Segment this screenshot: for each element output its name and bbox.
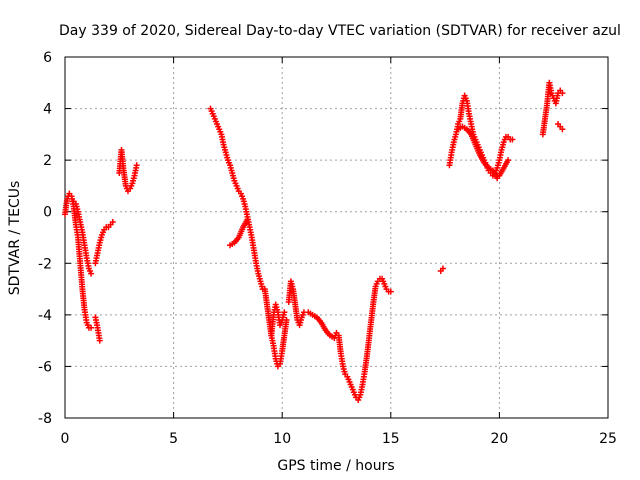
y-tick-label: -6: [38, 359, 52, 375]
data-point: [387, 288, 394, 295]
y-tick-label: 0: [43, 205, 52, 221]
chart-title: Day 339 of 2020, Sidereal Day-to-day VTE…: [59, 23, 621, 39]
x-tick-label: 15: [382, 431, 400, 447]
data-point: [559, 126, 566, 133]
data-point: [509, 136, 516, 143]
y-tick-label: 2: [43, 153, 52, 169]
x-axis-label: GPS time / hours: [277, 458, 394, 474]
axis-ticks: 0 5 10 15 20 25 -8 -6 -4 -2 0 2 4 6: [38, 50, 617, 447]
data-point: [109, 219, 116, 226]
data-point: [505, 157, 512, 164]
x-tick-label: 25: [599, 431, 617, 447]
data-point: [133, 162, 140, 169]
data-point: [88, 324, 95, 331]
plot-frame: [64, 56, 609, 419]
y-tick-label: -8: [38, 411, 52, 427]
grid: [65, 57, 608, 418]
data-point: [559, 90, 566, 97]
x-tick-label: 20: [490, 431, 508, 447]
data-point: [281, 309, 288, 316]
y-tick-label: 6: [43, 50, 52, 66]
data-series: [62, 79, 566, 403]
data-point: [88, 270, 95, 277]
data-point: [96, 337, 103, 344]
data-point: [439, 265, 446, 272]
y-tick-label: 4: [43, 102, 52, 118]
x-tick-label: 0: [61, 431, 70, 447]
x-tick-label: 10: [273, 431, 291, 447]
y-axis-label: SDTVAR / TECUs: [7, 181, 23, 296]
data-point: [244, 216, 251, 223]
y-tick-label: -4: [38, 308, 52, 324]
x-tick-label: 5: [169, 431, 178, 447]
y-tick-label: -2: [38, 256, 52, 272]
